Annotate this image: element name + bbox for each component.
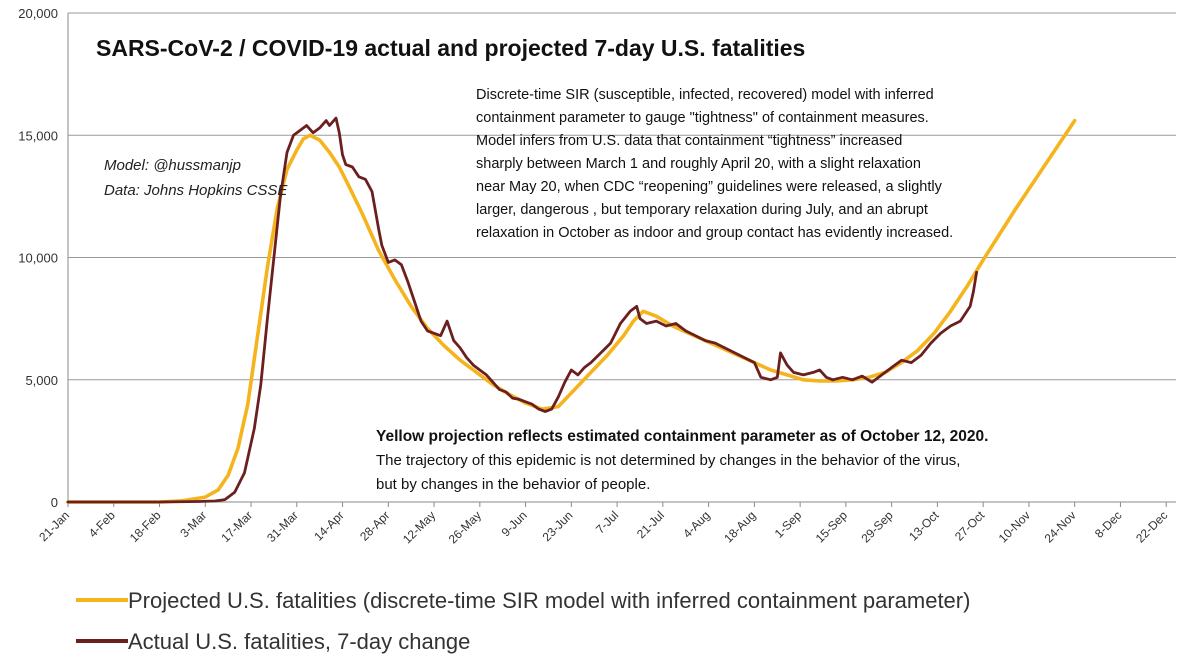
note-line: Model infers from U.S. data that contain… <box>476 133 902 149</box>
y-tick-label: 0 <box>51 495 58 510</box>
note-line: near May 20, when CDC “reopening” guidel… <box>476 179 943 195</box>
trajectory-note-line: The trajectory of this epidemic is not d… <box>376 452 960 469</box>
x-tick-label: 15-Sep <box>813 508 850 545</box>
x-tick-label: 21-Jul <box>634 508 667 541</box>
x-tick-label: 18-Feb <box>127 508 164 545</box>
x-tick-label: 13-Oct <box>906 508 942 544</box>
trajectory-note-line: but by changes in the behavior of people… <box>376 476 650 493</box>
x-tick-label: 26-May <box>446 508 484 546</box>
x-tick-label: 22-Dec <box>1133 508 1170 545</box>
series-line-actual <box>66 116 978 504</box>
note-line: sharply between March 1 and roughly Apri… <box>476 156 921 172</box>
x-tick-label: 27-Oct <box>952 508 988 544</box>
model-note: Discrete-time SIR (susceptible, infected… <box>476 87 953 241</box>
x-tick-label: 21-Jan <box>36 508 72 544</box>
x-tick-label: 3-Mar <box>177 508 209 540</box>
y-tick-label: 5,000 <box>25 373 58 388</box>
x-tick-label: 9-Jun <box>499 508 530 539</box>
projection-note: Yellow projection reflects estimated con… <box>376 428 988 445</box>
chart-title: SARS-CoV-2 / COVID-19 actual and project… <box>96 35 805 61</box>
legend: Projected U.S. fatalities (discrete-time… <box>76 588 970 654</box>
y-tick-label: 20,000 <box>18 6 58 21</box>
x-tick-label: 29-Sep <box>859 508 896 545</box>
credit-model: Model: @hussmanjp <box>104 157 241 174</box>
x-tick-label: 14-Apr <box>311 508 346 543</box>
legend-label-actual: Actual U.S. fatalities, 7-day change <box>128 629 470 654</box>
x-tick-label: 8-Dec <box>1092 508 1125 541</box>
x-tick-label: 24-Nov <box>1042 508 1079 545</box>
x-tick-label: 31-Mar <box>264 508 301 545</box>
x-tick-label: 4-Aug <box>680 508 713 541</box>
y-tick-label: 10,000 <box>18 251 58 266</box>
credit-data: Data: Johns Hopkins CSSE <box>104 182 288 199</box>
note-line: containment parameter to gauge "tightnes… <box>476 110 929 126</box>
x-tick-label: 28-Apr <box>357 508 392 543</box>
x-tick-label: 17-Mar <box>218 508 255 545</box>
x-tick-label: 18-Aug <box>721 508 758 545</box>
gridlines <box>68 12 1176 381</box>
x-tick-label: 4-Feb <box>86 508 118 540</box>
legend-label-projected: Projected U.S. fatalities (discrete-time… <box>128 588 970 613</box>
note-line: larger, dangerous , but temporary relaxa… <box>476 202 928 218</box>
y-axis: 0 5,000 10,000 15,000 20,000 <box>18 6 69 510</box>
x-tick-label: 7-Jul <box>593 508 621 536</box>
x-tick-label: 23-Jun <box>540 508 576 544</box>
note-line: Discrete-time SIR (susceptible, infected… <box>476 87 934 103</box>
x-tick-label: 1-Sep <box>772 508 805 541</box>
series-lines <box>66 116 1077 504</box>
y-tick-label: 15,000 <box>18 128 58 143</box>
x-tick-label: 10-Nov <box>996 508 1033 545</box>
note-line: relaxation in October as indoor and grou… <box>476 225 953 241</box>
x-tick-label: 12-May <box>400 508 438 546</box>
x-axis: 21-Jan 4-Feb 18-Feb 3-Mar 17-Mar 31-Mar 14-Apr… <box>36 501 1176 546</box>
